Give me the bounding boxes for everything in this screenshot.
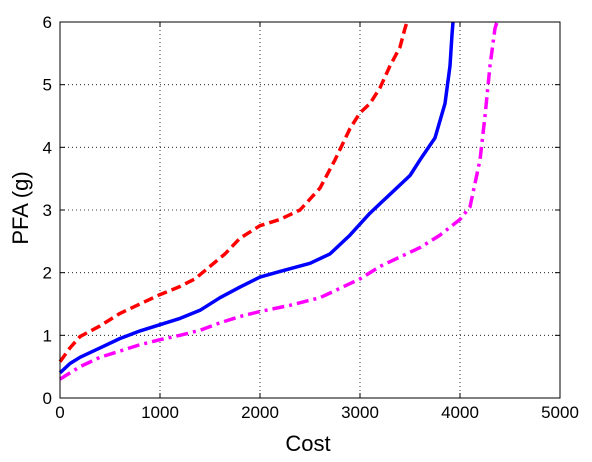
x-tick-label: 3000 <box>341 403 379 422</box>
series-group <box>58 21 499 381</box>
y-tick-label: 6 <box>43 13 52 32</box>
y-ticks: 0 1 2 3 4 5 6 <box>43 13 560 408</box>
series-line-1 <box>58 21 409 363</box>
x-tick-label: 5000 <box>541 403 579 422</box>
y-tick-label: 0 <box>43 389 52 408</box>
x-tick-label: 1000 <box>141 403 179 422</box>
gridlines <box>60 22 560 398</box>
y-axis-label: PFA (g) <box>8 171 33 244</box>
series-line-3 <box>59 21 499 381</box>
y-tick-label: 1 <box>43 326 52 345</box>
y-tick-label: 2 <box>43 264 52 283</box>
y-tick-label: 3 <box>43 201 52 220</box>
series-line-2 <box>58 21 455 375</box>
x-axis-label: Cost <box>285 431 330 456</box>
y-tick-label: 5 <box>43 76 52 95</box>
x-tick-label: 0 <box>55 403 64 422</box>
x-tick-label: 4000 <box>441 403 479 422</box>
x-tick-label: 2000 <box>241 403 279 422</box>
y-tick-label: 4 <box>43 138 52 157</box>
x-ticks: 0 1000 2000 3000 4000 5000 <box>55 22 579 422</box>
